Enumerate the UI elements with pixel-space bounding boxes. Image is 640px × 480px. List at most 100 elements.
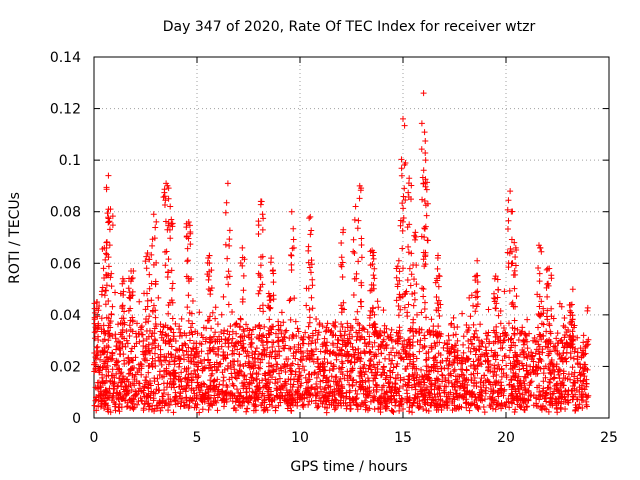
data-point [339, 274, 346, 281]
data-point [444, 345, 451, 352]
data-point [501, 288, 508, 295]
data-point [257, 325, 264, 332]
data-point [511, 331, 518, 338]
data-point [572, 406, 579, 413]
data-point [313, 374, 320, 381]
data-point [243, 408, 250, 415]
data-point [527, 393, 534, 400]
data-point [115, 358, 122, 365]
data-point [300, 401, 307, 408]
data-point [194, 366, 201, 373]
data-point [543, 313, 550, 320]
data-point [158, 404, 165, 411]
data-point [92, 397, 99, 404]
data-point [263, 382, 270, 389]
data-point [116, 408, 123, 415]
data-point [546, 350, 553, 357]
data-point [254, 384, 261, 391]
data-point [114, 383, 121, 390]
data-point [295, 328, 302, 335]
data-point [402, 197, 409, 204]
data-point [366, 314, 373, 321]
data-point [160, 194, 167, 201]
data-point [450, 314, 457, 321]
data-point [317, 348, 324, 355]
y-tick-label: 0.1 [59, 153, 81, 169]
data-point [301, 367, 308, 374]
data-point [218, 343, 225, 350]
data-point [259, 302, 266, 309]
data-point [182, 388, 189, 395]
data-point [563, 349, 570, 356]
data-point [142, 351, 149, 358]
data-point [481, 372, 488, 379]
data-point [495, 312, 502, 319]
data-point [138, 397, 145, 404]
data-point [420, 167, 427, 174]
data-point [266, 331, 273, 338]
data-point [309, 305, 316, 312]
data-point [252, 397, 259, 404]
data-point [506, 287, 513, 294]
data-point [466, 407, 473, 414]
data-point [308, 294, 315, 301]
y-tick-label: 0.12 [50, 102, 81, 118]
data-point [330, 361, 337, 368]
data-point [230, 382, 237, 389]
data-point [482, 357, 489, 364]
data-point [381, 395, 388, 402]
data-point [492, 382, 499, 389]
data-point [129, 380, 136, 387]
data-point [387, 374, 394, 381]
data-point [398, 156, 405, 163]
data-point [431, 402, 438, 409]
data-point [93, 328, 100, 335]
data-point [536, 303, 543, 310]
data-point [105, 330, 112, 337]
data-point [126, 370, 133, 377]
data-point [137, 395, 144, 402]
data-point [348, 358, 355, 365]
data-point [432, 393, 439, 400]
data-point [237, 398, 244, 405]
data-point [129, 357, 136, 364]
data-point [123, 403, 130, 410]
data-point [312, 339, 319, 346]
data-point [145, 381, 152, 388]
data-point [289, 392, 296, 399]
data-point [308, 398, 315, 405]
data-point [497, 339, 504, 346]
data-point [456, 392, 463, 399]
data-point [175, 354, 182, 361]
data-point [145, 363, 152, 370]
data-point [168, 267, 175, 274]
data-point [393, 274, 400, 281]
data-point [569, 316, 576, 323]
data-point [400, 115, 406, 122]
data-point [473, 397, 480, 404]
data-point [98, 291, 105, 298]
data-point [274, 361, 281, 368]
data-point [111, 379, 118, 386]
data-point [253, 383, 260, 390]
data-point [161, 186, 168, 193]
data-point [162, 248, 169, 255]
data-point [259, 390, 266, 397]
data-point [264, 407, 271, 414]
data-point [338, 254, 345, 261]
data-point [328, 373, 335, 380]
data-point [516, 359, 523, 366]
data-point [492, 273, 499, 280]
data-point [366, 377, 373, 384]
data-point [116, 351, 123, 358]
data-point [477, 378, 484, 385]
data-point [364, 392, 371, 399]
data-point [418, 233, 425, 240]
data-point [259, 211, 266, 218]
data-point [558, 394, 565, 401]
data-point [428, 367, 435, 374]
data-point [181, 385, 188, 392]
data-point [505, 320, 512, 327]
data-point [412, 236, 419, 243]
data-point [168, 326, 175, 333]
